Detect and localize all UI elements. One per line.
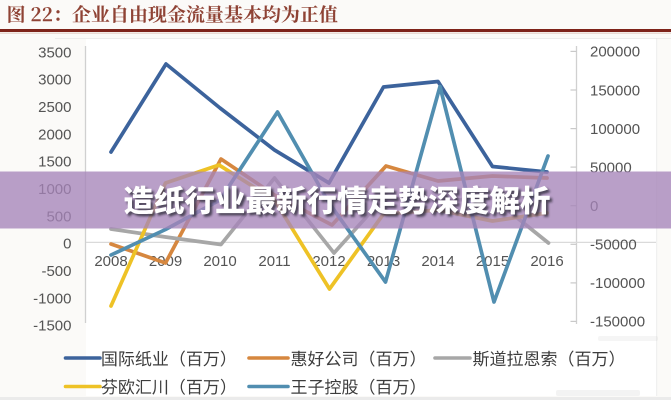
svg-text:200000: 200000 [590,44,640,61]
svg-text:2012: 2012 [312,253,345,270]
svg-text:3000: 3000 [38,72,71,89]
svg-text:2016: 2016 [530,253,563,270]
svg-text:100000: 100000 [590,121,640,138]
svg-text:-1500: -1500 [33,318,71,335]
svg-text:-100000: -100000 [590,275,645,292]
svg-text:-50000: -50000 [590,237,637,254]
svg-text:0: 0 [63,236,71,253]
svg-text:-150000: -150000 [590,314,645,331]
svg-text:1500: 1500 [38,154,71,171]
svg-text:-1000: -1000 [33,290,71,307]
svg-text:2000: 2000 [38,126,71,143]
svg-text:2010: 2010 [203,253,236,270]
svg-text:-500: -500 [41,263,71,280]
svg-text:2014: 2014 [421,253,454,270]
svg-text:2500: 2500 [38,99,71,116]
svg-text:150000: 150000 [590,82,640,99]
svg-text:2011: 2011 [258,253,290,270]
svg-text:2008: 2008 [94,253,127,270]
svg-text:3500: 3500 [38,44,71,61]
